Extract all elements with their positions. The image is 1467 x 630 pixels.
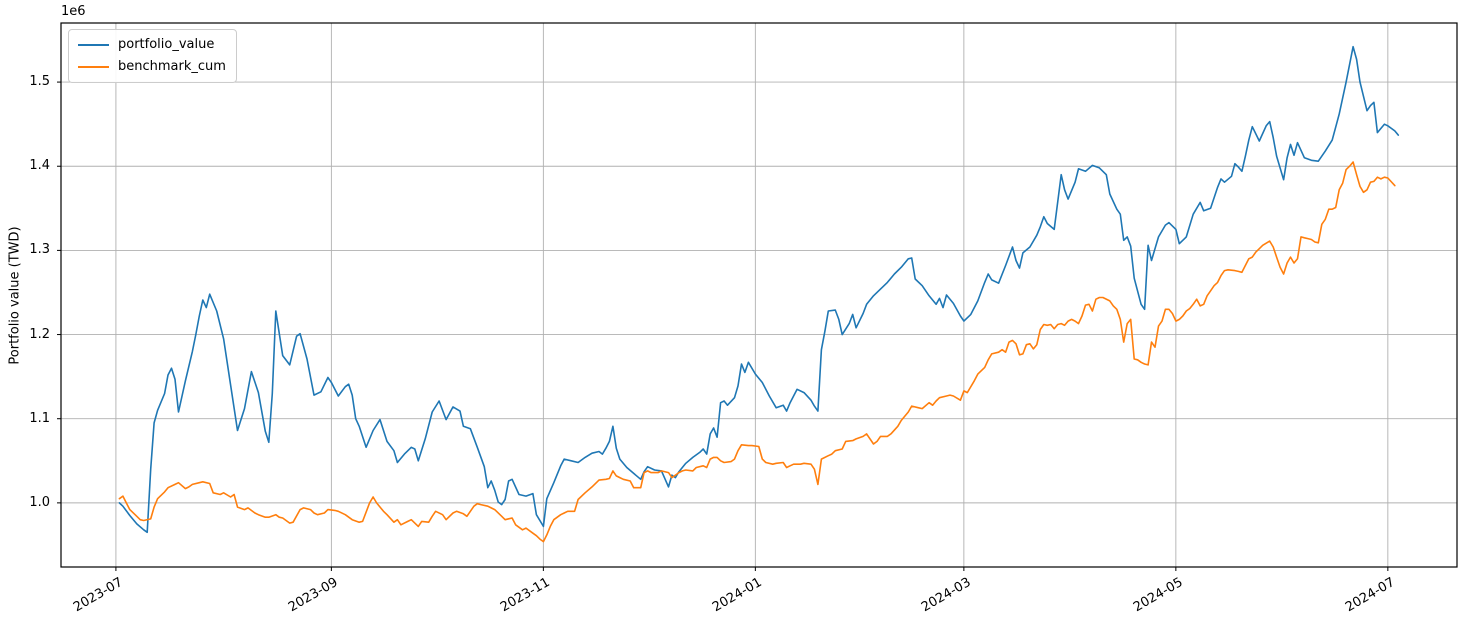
y-tick-label: 1.5 <box>29 74 50 90</box>
legend-label-benchmark-cum: benchmark_cum <box>118 59 226 74</box>
y-tick-label: 1.3 <box>29 242 50 258</box>
benchmark-cum-line-swatch <box>78 66 109 68</box>
y-tick-label: 1.1 <box>29 410 50 426</box>
y-tick-label: 1.2 <box>29 326 50 342</box>
benchmark-cum-line <box>118 161 1396 543</box>
y-tick-label: 1.0 <box>29 494 50 510</box>
y-axis-offset-label: 1e6 <box>61 4 86 19</box>
legend: portfolio_value benchmark_cum <box>68 29 237 83</box>
legend-label-portfolio-value: portfolio_value <box>118 37 215 52</box>
y-tick-label: 1.4 <box>29 158 50 174</box>
plot-border <box>60 22 1458 568</box>
legend-item-benchmark-cum: benchmark_cum <box>78 58 226 76</box>
y-axis-title: Portfolio value (TWD) <box>7 225 23 365</box>
portfolio-value-line <box>118 45 1400 534</box>
portfolio-value-line-swatch <box>78 44 109 46</box>
legend-item-portfolio-value: portfolio_value <box>78 36 226 54</box>
